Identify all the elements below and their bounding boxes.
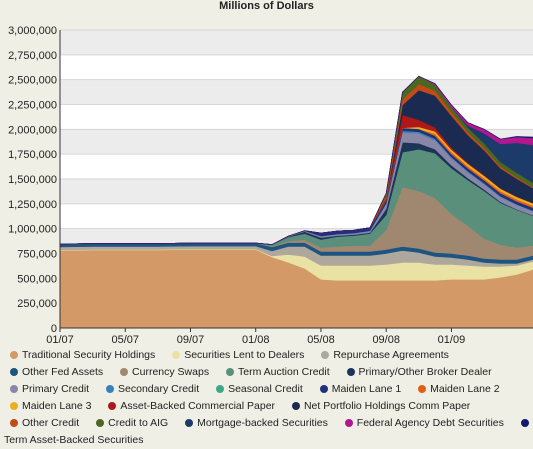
legend-dot-icon — [120, 368, 129, 376]
legend-dot-icon — [319, 385, 328, 393]
grid-band — [60, 30, 533, 55]
legend-item: Net Portfolio Holdings Comm Paper — [286, 400, 470, 412]
y-tick-label: 2,750,000 — [8, 50, 57, 62]
legend-label: Securities Lent to Dealers — [184, 349, 305, 361]
chart-title: Millions of Dollars — [219, 0, 314, 12]
x-tick-label: 09/07 — [177, 334, 205, 345]
legend-dot-icon — [106, 385, 115, 393]
legend-item: Maiden Lane 2 — [412, 383, 500, 395]
x-tick-label: 01/08 — [242, 334, 270, 345]
y-tick-label: 500,000 — [17, 273, 57, 285]
y-tick-label: 1,000,000 — [8, 224, 57, 236]
legend-dot-icon — [291, 402, 300, 410]
x-tick-label: 05/08 — [307, 334, 335, 345]
legend-item: Term Auction Credit — [220, 366, 330, 378]
legend-label: Traditional Security Holdings — [22, 349, 156, 361]
y-tick-label: 2,500,000 — [8, 75, 57, 87]
legend-dot-icon — [10, 402, 18, 410]
legend-dot-icon — [108, 402, 117, 410]
legend-dot-icon — [172, 351, 181, 359]
legend-dot-icon — [10, 351, 18, 359]
grid-band — [60, 79, 533, 105]
legend-item: Maiden Lane 1 — [314, 383, 401, 395]
legend-item: Secondary Credit — [100, 383, 199, 395]
legend-label: Other Credit — [22, 417, 80, 429]
legend-label: Currency Swaps — [132, 366, 210, 378]
legend-label: Federal Agency Debt Securities — [356, 417, 504, 429]
legend-dot-icon — [344, 419, 353, 427]
legend-item: Primary Credit — [4, 383, 89, 395]
legend-dot-icon — [520, 419, 529, 427]
legend-label: Net Portfolio Holdings Comm Paper — [303, 400, 471, 412]
legend-dot-icon — [185, 419, 194, 427]
legend-item: Seasonal Credit — [210, 383, 303, 395]
y-tick-label: 2,000,000 — [8, 124, 57, 136]
chart-area: 0 250,000 500,000 750,000 1,000,000 1,250,000… — [8, 25, 533, 345]
x-tick-label: 01/09 — [438, 334, 466, 345]
y-tick-label: 750,000 — [17, 249, 57, 261]
legend-label: Repurchase Agreements — [333, 349, 449, 361]
y-tick-label: 0 — [51, 323, 57, 335]
legend-item: Mortgage-backed Securities — [179, 417, 328, 429]
legend-label: Other Fed Assets — [22, 366, 104, 378]
legend-item: Currency Swaps — [114, 366, 209, 378]
legend-label: Credit to AIG — [108, 417, 169, 429]
legend-dot-icon — [226, 368, 234, 376]
legend-item: Repurchase Agreements — [315, 349, 449, 361]
legend-label: Primary Credit — [22, 383, 90, 395]
legend-label: Asset-Backed Commercial Paper — [120, 400, 276, 412]
legend-dot-icon — [10, 385, 18, 393]
legend-label: Maiden Lane 1 — [331, 383, 402, 395]
x-tick-label: 01/07 — [46, 334, 74, 345]
y-tick-label: 2,250,000 — [8, 100, 57, 112]
legend-dot-icon — [321, 351, 330, 359]
legend-item: Credit to AIG — [90, 417, 168, 429]
legend-label: Maiden Lane 3 — [22, 400, 92, 412]
y-tick-label: 1,500,000 — [8, 174, 57, 186]
legend-label: Seasonal Credit — [228, 383, 303, 395]
y-tick-label: 250,000 — [17, 298, 57, 310]
y-tick-label: 3,000,000 — [8, 25, 57, 37]
legend-item: Primary/Other Broker Dealer — [341, 366, 492, 378]
legend-dot-icon — [346, 368, 355, 376]
legend-label: Secondary Credit — [118, 383, 200, 395]
legend-label: Mortgage-backed Securities — [197, 417, 328, 429]
y-tick-label: 1,250,000 — [8, 199, 57, 211]
legend-item: Traditional Security Holdings — [4, 349, 155, 361]
legend-item: Other Credit — [4, 417, 79, 429]
area-term-asset-backed-securities — [59, 75, 533, 245]
legend-label: Maiden Lane 2 — [430, 383, 500, 395]
x-tick-label: 09/08 — [372, 334, 400, 345]
legend-item: Asset-Backed Commercial Paper — [102, 400, 275, 412]
legend: Traditional Security Holdings Securities… — [4, 347, 533, 449]
legend-label: Term Auction Credit — [238, 366, 330, 378]
legend-dot-icon — [10, 419, 18, 427]
legend-dot-icon — [216, 385, 225, 393]
legend-item: Federal Agency Debt Securities — [339, 417, 504, 429]
legend-dot-icon — [418, 385, 427, 393]
legend-dot-icon — [10, 368, 18, 376]
legend-item: Other Fed Assets — [4, 366, 103, 378]
y-tick-label: 1,750,000 — [8, 149, 57, 161]
legend-dot-icon — [96, 419, 105, 427]
legend-label: Primary/Other Broker Dealer — [358, 366, 492, 378]
legend-item: Maiden Lane 3 — [4, 400, 91, 412]
x-tick-label: 05/07 — [111, 334, 139, 345]
legend-item: Securities Lent to Dealers — [166, 349, 304, 361]
